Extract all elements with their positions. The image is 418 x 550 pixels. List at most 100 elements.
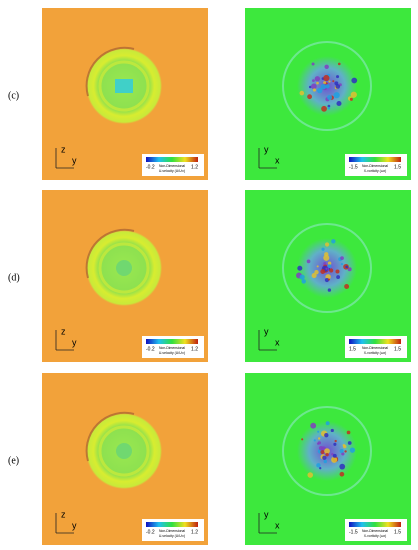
vorticity-spot: [349, 97, 353, 101]
vorticity-spot: [325, 84, 330, 89]
vorticity-spot: [332, 453, 337, 458]
panel-label: (e): [8, 455, 19, 466]
vorticity-spot: [307, 472, 314, 478]
colorbar: [349, 522, 401, 527]
vorticity-spot: [347, 267, 352, 272]
vorticity-spot: [328, 80, 331, 83]
vorticity-spot: [339, 471, 345, 477]
vorticity-spot: [314, 76, 321, 82]
outer-ring: [282, 406, 372, 496]
vorticity-spot: [299, 274, 305, 280]
colorbar-title: Non-Dimensional: [159, 529, 185, 533]
vorticity-spot: [340, 256, 344, 261]
vorticity-spot: [324, 277, 330, 283]
vorticity-spot: [307, 94, 313, 100]
inner-ring: [98, 242, 150, 294]
vorticity-spot: [320, 83, 327, 90]
vorticity-spot: [349, 447, 356, 453]
vorticity-spot: [331, 239, 336, 244]
vorticity-spot: [317, 437, 321, 440]
ring-shadow: [85, 228, 135, 279]
vorticity-spot: [311, 62, 315, 66]
ring-shadow: [85, 46, 135, 97]
colorbar-min: -1.5: [349, 164, 358, 170]
colorbar-quantity: U-velocity (U/U∞): [159, 534, 185, 538]
vorticity-spot: [327, 261, 332, 266]
vorticity-spot: [336, 100, 342, 107]
vorticity-spot: [327, 106, 331, 110]
vorticity-spot: [324, 252, 329, 257]
vorticity-spot: [320, 269, 326, 274]
core: [115, 79, 133, 93]
axis-label: y: [264, 509, 269, 519]
colorbar-max: 1.2: [191, 164, 198, 170]
vorticity-spot: [323, 74, 330, 82]
vorticity-spot: [314, 270, 319, 275]
vorticity-spot: [337, 62, 341, 66]
vorticity-spot: [324, 242, 330, 247]
colorbar-quantity: X-vorticity (ωx): [364, 351, 386, 355]
vorticity-spot: [301, 438, 304, 441]
axis-label: y: [264, 144, 269, 154]
vorticity-spot: [331, 456, 338, 463]
vorticity-spot: [310, 83, 317, 90]
vorticity-spot: [301, 279, 306, 284]
vorticity-spot: [318, 445, 324, 451]
vorticity-spot: [325, 267, 328, 270]
axis-label: y: [72, 337, 77, 347]
colorbar-min: 1.5: [349, 346, 356, 352]
vorticity-spot: [317, 430, 320, 433]
vorticity-spot: [340, 263, 344, 266]
vorticity-spot: [347, 441, 352, 445]
colorbar-max: 1.2: [191, 346, 198, 352]
vorticity-spot: [339, 449, 344, 454]
vorticity-spot: [329, 268, 334, 273]
axis-label: z: [61, 326, 66, 336]
vorticity-spot: [312, 79, 315, 82]
colorbar: [146, 157, 198, 162]
vorticity-spot: [345, 265, 349, 269]
colorbar-max: 1.5: [394, 164, 401, 170]
axis-label: z: [61, 509, 66, 519]
vorticity-spot: [324, 64, 329, 70]
vorticity-spot: [319, 467, 322, 470]
axis-label: y: [72, 520, 77, 530]
vorticity-spot: [324, 448, 330, 454]
vorticity-spot: [330, 428, 334, 433]
vorticity-spot: [321, 247, 325, 251]
vorticity-spot: [306, 259, 311, 264]
ring-shadow: [85, 411, 135, 462]
vorticity-spot: [346, 430, 351, 435]
vorticity-spot: [324, 433, 329, 438]
vorticity-spot: [327, 278, 331, 281]
vorticity-spot: [336, 75, 340, 79]
colorbar-quantity: X-vorticity (ωx): [364, 534, 386, 538]
panel-label: (c): [8, 90, 19, 101]
inner-ring: [98, 425, 150, 477]
vorticity-spot: [317, 441, 322, 445]
vorticity-spot: [321, 105, 327, 112]
panel-label: (d): [8, 272, 20, 283]
vorticity-spot: [299, 90, 305, 96]
vorticity-spot: [327, 95, 333, 101]
colorbar-max: 1.5: [394, 529, 401, 535]
colorbar-title: Non-Dimensional: [362, 346, 388, 350]
colorbar-title: Non-Dimensional: [362, 529, 388, 533]
vorticity-spot: [316, 265, 319, 268]
vorticity-spot: [341, 452, 345, 456]
colorbar-title: Non-Dimensional: [159, 164, 185, 168]
colorbar-title: Non-Dimensional: [362, 164, 388, 168]
vorticity-spot: [339, 463, 346, 470]
axis-label: z: [61, 144, 66, 154]
colorbar-min: -0.2: [146, 346, 155, 352]
colorbar: [146, 522, 198, 527]
vorticity-spot: [323, 254, 330, 261]
inner-ring: [98, 60, 150, 112]
vorticity-spot: [344, 284, 350, 289]
vorticity-spot: [320, 450, 325, 455]
vorticity-spot: [313, 439, 316, 442]
